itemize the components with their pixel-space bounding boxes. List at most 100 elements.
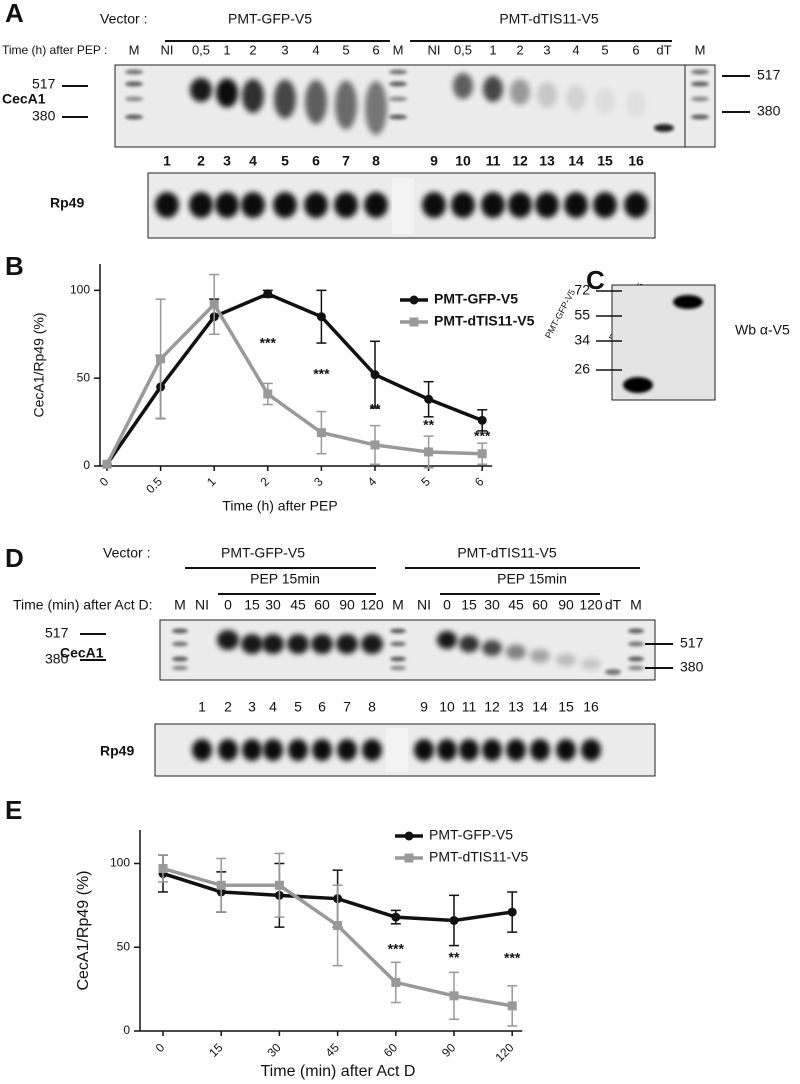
x-tick-label: 5 <box>418 474 433 489</box>
y-tick-label: 100 <box>110 856 130 870</box>
gel-band <box>172 656 188 662</box>
gel-band <box>673 295 703 309</box>
gel-band <box>334 192 358 218</box>
lane-number: 3 <box>223 153 231 169</box>
lane-number: 2 <box>224 699 232 715</box>
lane-label: NI <box>428 42 441 57</box>
gel-band <box>389 96 407 102</box>
series-line <box>105 291 483 466</box>
lane-label: NI <box>195 597 209 613</box>
group-label: PMT-GFP-V5 <box>228 11 312 27</box>
gel-band <box>241 192 265 218</box>
lane-number: 3 <box>248 699 256 715</box>
lane-number: 11 <box>462 699 477 715</box>
lane-label: 0,5 <box>192 42 210 57</box>
data-point <box>370 440 380 450</box>
lane-label: NI <box>161 42 174 57</box>
gel-band <box>172 641 188 647</box>
legend-label: PMT-dTIS11-V5 <box>429 849 529 865</box>
gel-band <box>262 634 284 654</box>
significance-label: *** <box>388 940 405 956</box>
x-tick-label: 3 <box>311 474 326 489</box>
lane-number: 2 <box>197 153 205 169</box>
gel-band <box>556 653 576 667</box>
series-line <box>105 301 483 466</box>
lane-label: 0,5 <box>454 42 472 57</box>
size-label: 517 <box>757 67 781 83</box>
gel-band <box>654 124 674 132</box>
row-label: CecA1 <box>2 91 46 107</box>
data-point <box>263 289 273 299</box>
data-point <box>449 991 459 1001</box>
data-point <box>316 312 326 322</box>
gel-band <box>190 78 212 102</box>
lane-label: M <box>174 597 186 613</box>
size-label: 380 <box>32 108 56 124</box>
gel-band <box>390 665 406 671</box>
gel-band <box>481 192 505 218</box>
gel-band <box>263 739 283 761</box>
lane-label: 2 <box>516 42 523 57</box>
gel-band <box>482 739 502 761</box>
gel-band <box>305 80 327 124</box>
gel-band <box>506 739 526 761</box>
gel-band <box>691 96 709 102</box>
lane-label: 45 <box>290 597 306 613</box>
lane-label: 15 <box>461 597 477 613</box>
gel-band <box>215 192 239 218</box>
gel-band <box>482 640 502 656</box>
group-label: PMT-dTIS11-V5 <box>457 545 557 561</box>
size-label: 380 <box>45 651 69 667</box>
gel-band <box>274 79 296 119</box>
marker-label: 72 <box>574 282 590 298</box>
lane-label: 2 <box>249 42 256 57</box>
y-axis-label: CecA1/Rp49 (%) <box>31 312 47 417</box>
row-label: CecA1 <box>60 645 104 661</box>
gel-band <box>389 69 407 75</box>
legend-marker <box>404 853 414 863</box>
x-tick-label: 45 <box>323 1040 343 1060</box>
lane-number: 1 <box>198 699 206 715</box>
size-label: 517 <box>45 625 69 641</box>
gel-band <box>459 739 479 761</box>
lane-number: 7 <box>343 699 351 715</box>
significance-label: *** <box>313 365 330 381</box>
gel-band <box>362 739 382 761</box>
legend-marker <box>404 831 414 841</box>
lane-number: 10 <box>439 699 455 715</box>
data-point <box>333 920 343 930</box>
lane-number: 11 <box>486 153 501 169</box>
data-point <box>507 1001 517 1011</box>
time-label: Time (h) after PEP : <box>2 43 107 57</box>
gel-band <box>389 114 407 120</box>
gel-band <box>422 192 446 218</box>
gel-band <box>510 79 530 105</box>
data-point <box>424 447 434 457</box>
lane-label: 15 <box>244 597 260 613</box>
x-tick-label: 120 <box>493 1040 517 1064</box>
lane-number: 7 <box>342 153 350 169</box>
data-point <box>274 880 284 890</box>
data-point <box>424 394 434 404</box>
group-label: PMT-dTIS11-V5 <box>499 11 599 27</box>
gel-band <box>595 88 615 114</box>
x-tick-label: 6 <box>472 474 487 489</box>
gel-gap <box>392 178 414 234</box>
size-label: 380 <box>757 103 781 119</box>
lane-label: 60 <box>532 597 548 613</box>
gel-gap <box>386 728 408 772</box>
significance-label: *** <box>504 950 521 966</box>
panel-letter: C <box>586 265 605 295</box>
y-tick-label: 100 <box>70 283 90 297</box>
significance-label: *** <box>260 335 277 351</box>
x-tick-label: 2 <box>258 474 273 489</box>
gel-band <box>459 635 479 653</box>
gel-band <box>242 79 264 113</box>
lane-label: 30 <box>484 597 500 613</box>
lane-label: dT <box>656 42 671 57</box>
marker-label: 55 <box>574 307 590 323</box>
lane-label: 45 <box>508 597 524 613</box>
gel-band <box>390 641 406 647</box>
blot-lane: PMT-GFP-V5 <box>543 288 577 340</box>
